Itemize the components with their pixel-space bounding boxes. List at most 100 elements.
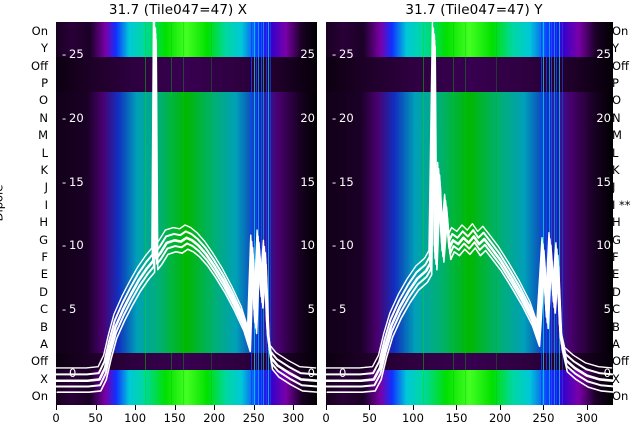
y-tick-5-r: 5 [603, 302, 611, 317]
x-tick-mark-0 [56, 405, 57, 410]
row-label-p: P [612, 75, 619, 90]
row-label-i-: I ** [612, 197, 631, 212]
row-label-l: L [41, 145, 48, 160]
heatmap-layers-x [56, 22, 317, 405]
rfi-stripe [423, 22, 425, 405]
rfi-stripe [182, 22, 184, 405]
heatmap-panel-x[interactable]: -0 0 -5 5 -10 10 -15 15 -20 20 -25 25 [56, 22, 317, 405]
trace-line [326, 27, 613, 376]
row-label-e: E [40, 267, 48, 282]
row-label-j: J [612, 180, 616, 195]
rfi-stripe [551, 22, 553, 405]
row-label-d: D [39, 284, 48, 299]
rfi-stripe [556, 22, 558, 405]
trace-line [56, 33, 317, 388]
rfi-stripe [251, 22, 253, 405]
y-tick-15-r: 15 [596, 174, 611, 189]
row-label-x: X [40, 371, 48, 386]
y-tick-15-r: 15 [300, 174, 315, 189]
x-tick-mark-100 [135, 405, 137, 410]
rfi-stripe [559, 22, 561, 405]
row-label-p: P [41, 75, 48, 90]
x-tick-mark-250 [253, 405, 255, 410]
row-label-n: N [612, 110, 621, 125]
y-tick-10-r: 10 [596, 238, 611, 253]
rfi-stripe [496, 22, 498, 405]
y-tick-25-r: 25 [596, 46, 611, 61]
y-tick-25-l: -25 [62, 46, 84, 61]
rfi-stripe [540, 22, 542, 405]
x-tick-mark-150 [174, 405, 176, 410]
row-label-off: Off [612, 58, 629, 73]
x-tick-label-100: 100 [124, 411, 147, 425]
trace-line [326, 33, 613, 383]
row-label-off: Off [31, 58, 48, 73]
rfi-stripe [465, 22, 467, 405]
y-tick-5-l: -5 [332, 302, 347, 317]
x-tick-mark-300 [293, 405, 295, 410]
rfi-stripe [561, 22, 563, 405]
row-label-on: On [31, 389, 48, 404]
x-tick-mark-150 [456, 405, 458, 410]
row-label-k: K [612, 162, 620, 177]
x-tick-mark-100 [412, 405, 414, 410]
y-axis-caption: Dipole [0, 184, 6, 222]
row-label-x: X [612, 371, 620, 386]
rfi-stripe [265, 22, 267, 405]
rfi-stripe [452, 22, 454, 405]
row-label-on: On [31, 23, 48, 38]
row-label-y: Y [612, 41, 620, 56]
panel-title-y: 31.7 (Tile047=47) Y [405, 2, 543, 18]
y-tick-0-r: 0 [603, 366, 611, 381]
row-labels-right: On Y Off P O N M L K J I ** H G F E D C B A Off X On [612, 22, 640, 405]
rfi-stripe [270, 22, 272, 405]
row-label-on: On [612, 23, 629, 38]
x-tick-label-0: 0 [52, 411, 60, 425]
row-label-m: M [38, 128, 48, 143]
y-tick-25-r: 25 [300, 46, 315, 61]
row-label-g: G [39, 232, 48, 247]
row-label-n: N [39, 110, 48, 125]
trace-line [56, 39, 317, 394]
row-label-on: On [612, 389, 629, 404]
row-label-f: F [41, 250, 48, 265]
row-label-e: E [612, 267, 620, 282]
trace-line [326, 22, 613, 369]
row-label-off: Off [612, 354, 629, 369]
x-tick-label-100: 100 [401, 411, 424, 425]
heatmap-panel-y[interactable]: -0 0 -5 5 -10 10 -15 15 -20 20 -25 25 [326, 22, 613, 405]
x-tick-mark-50 [95, 405, 97, 410]
row-label-o: O [612, 93, 622, 108]
rfi-stripe [211, 22, 213, 405]
row-label-c: C [612, 302, 621, 317]
row-label-m: M [612, 128, 622, 143]
row-label-j: J [44, 180, 48, 195]
rfi-stripe [263, 22, 265, 405]
trace-line [56, 27, 317, 383]
rfi-stripe [260, 22, 262, 405]
y-tick-0-l: -0 [332, 366, 347, 381]
spectrum-trace-x [56, 22, 317, 394]
x-axis-left: 0 50 100 150 200 250 300 [52, 405, 317, 435]
x-tick-label-50: 50 [88, 411, 103, 425]
x-tick-mark-50 [369, 405, 371, 410]
trace-line [56, 22, 317, 376]
row-label-h: H [612, 215, 621, 230]
y-tick-0-l: -0 [62, 366, 77, 381]
row-label-y: Y [40, 41, 48, 56]
x-tick-mark-200 [499, 405, 501, 410]
x-tick-mark-300 [586, 405, 588, 410]
row-label-k: K [40, 162, 48, 177]
row-label-b: B [40, 319, 48, 334]
y-tick-15-l: -15 [62, 174, 84, 189]
y-tick-5-r: 5 [307, 302, 315, 317]
row-label-l: L [612, 145, 619, 160]
spectrum-trace-y [326, 22, 613, 394]
row-label-i: I [44, 197, 48, 212]
rfi-stripe [258, 22, 260, 405]
rfi-stripe [267, 22, 269, 405]
row-label-o: O [38, 93, 48, 108]
row-label-g: G [612, 232, 621, 247]
x-tick-mark-200 [214, 405, 216, 410]
